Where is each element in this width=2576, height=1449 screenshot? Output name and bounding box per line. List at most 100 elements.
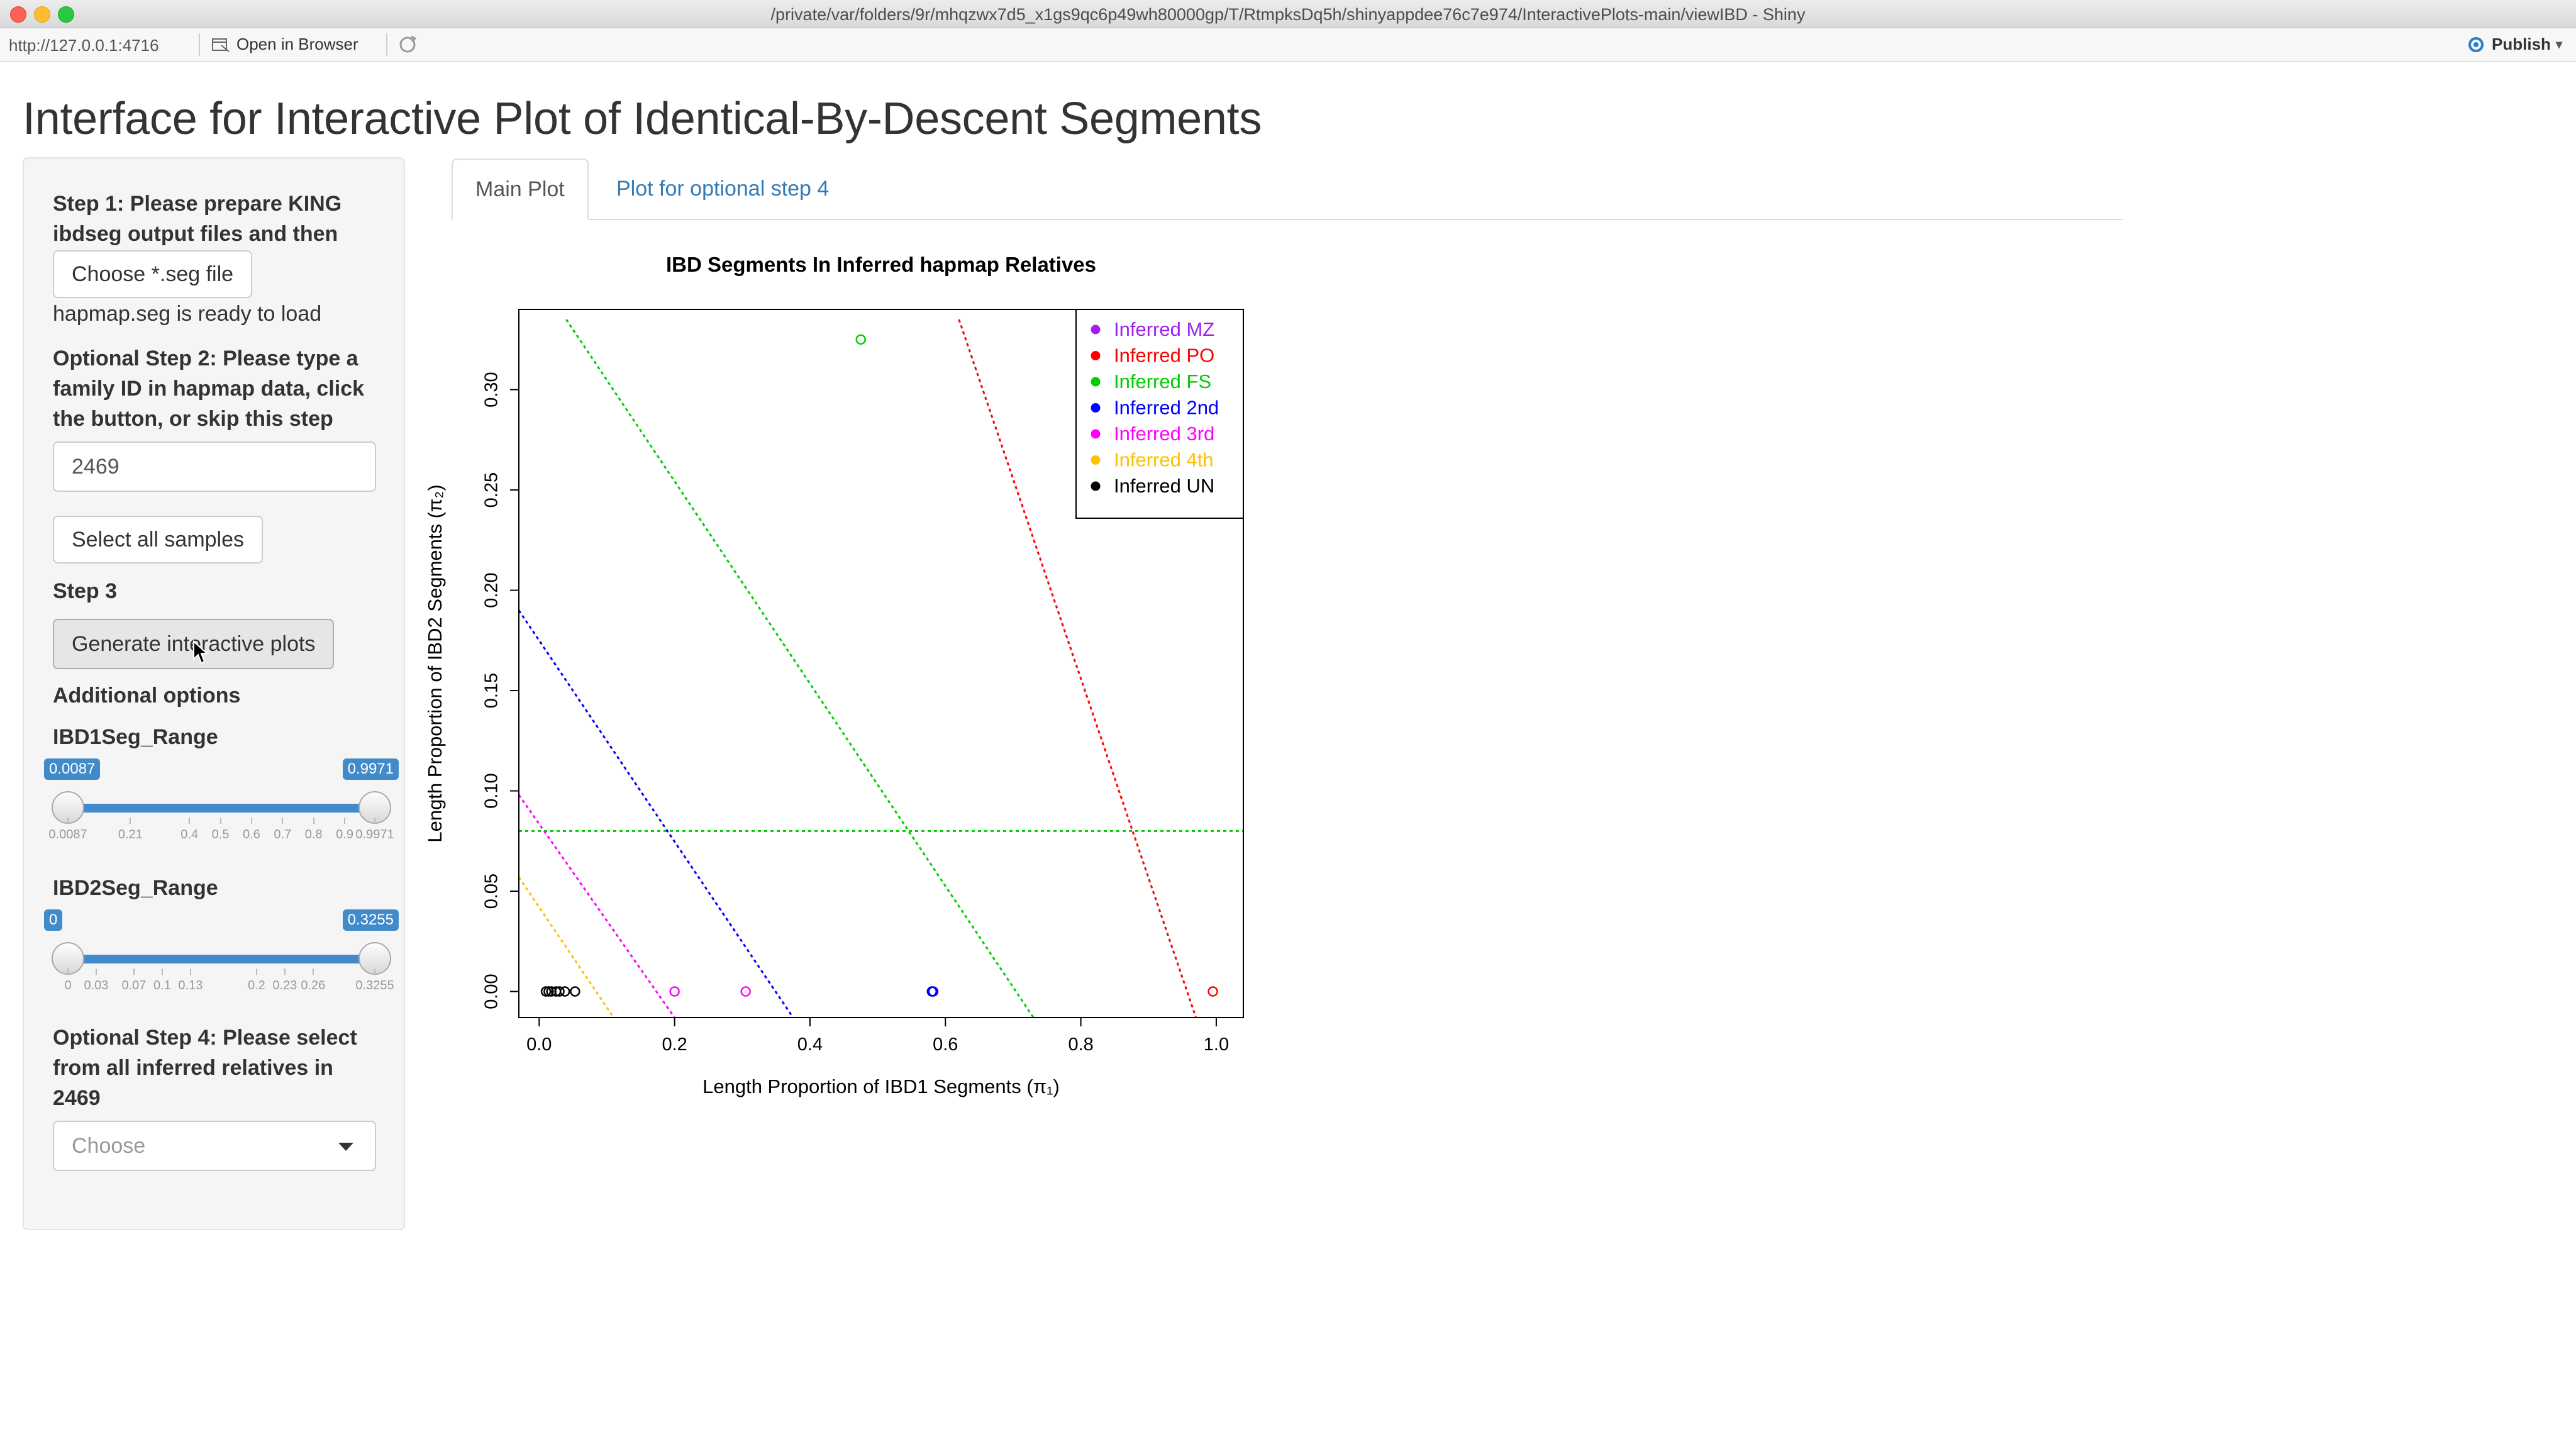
x-tick-label: 0.6 <box>933 1035 958 1055</box>
data-point <box>669 986 680 997</box>
ibd2-range-slider[interactable]: 0 0.3255 0 0.03 0.07 0.1 0.13 0.2 0.23 0.26 0.3255 <box>44 909 405 997</box>
ibd1-slider-grid-tick <box>344 818 346 824</box>
legend-entry: Inferred PO <box>1114 345 1214 367</box>
ibd1-slider-grid-label: 0.0087 <box>48 828 87 841</box>
minimize-window-button[interactable] <box>34 6 50 23</box>
data-point <box>1208 986 1218 997</box>
legend-entry: Inferred 4th <box>1114 449 1214 471</box>
ibd1-slider-to-label: 0.9971 <box>342 758 399 780</box>
ibd2-slider-grid-tick <box>133 969 135 975</box>
ibd2-slider-grid-label: 0.07 <box>121 979 147 992</box>
ibd2-slider-grid-label: 0.26 <box>301 979 326 992</box>
tab-plot-optional-step4[interactable]: Plot for optional step 4 <box>616 176 830 201</box>
y-tick-label: 0.15 <box>482 673 502 708</box>
viewer-toolbar: http://127.0.0.1:4716 Open in Browser Pu… <box>0 28 2576 62</box>
ibd2-slider-grid-label: 0.1 <box>153 979 171 992</box>
reference-line <box>565 319 1035 1018</box>
reference-line <box>519 876 614 1018</box>
ibd2-slider-to-label: 0.3255 <box>342 909 399 931</box>
ibd2-slider-grid-tick <box>189 969 191 975</box>
legend-entry: Inferred UN <box>1114 475 1214 497</box>
x-tick-label: 0.8 <box>1068 1035 1093 1055</box>
ibd1-slider-grid-tick <box>282 818 284 824</box>
legend-marker <box>1091 377 1101 387</box>
ibd2-slider-from-label: 0 <box>44 909 63 931</box>
legend-entry: Inferred MZ <box>1114 318 1214 340</box>
x-tick-label: 0.2 <box>662 1035 687 1055</box>
ibd2-slider-grid-tick <box>67 969 69 975</box>
zoom-window-button[interactable] <box>58 6 74 23</box>
ibd1-slider-grid-label: 0.9 <box>336 828 353 841</box>
toolbar-divider <box>386 33 387 56</box>
legend-entry: Inferred 2nd <box>1114 397 1219 419</box>
x-tick-label: 0.0 <box>526 1035 552 1055</box>
ibd1-slider-grid-label: 0.8 <box>304 828 323 841</box>
relatives-select[interactable]: Choose <box>53 1121 376 1171</box>
url-label[interactable]: http://127.0.0.1:4716 <box>9 36 159 55</box>
publish-label: Publish <box>2492 35 2551 53</box>
data-point <box>554 986 565 997</box>
ibd1-slider-to-handle[interactable] <box>358 791 391 824</box>
tab-main-plot[interactable]: Main Plot <box>452 158 589 220</box>
legend-marker <box>1091 481 1101 491</box>
x-tick-label: 0.4 <box>797 1035 823 1055</box>
ibd2-slider-bar <box>68 955 375 963</box>
reference-line <box>519 794 675 1018</box>
data-point <box>855 334 866 345</box>
legend-marker <box>1091 351 1101 360</box>
y-axis-label: Length Proportion of IBD2 Segments (π₂) <box>424 484 446 842</box>
plot-frame <box>518 309 1244 1018</box>
sidebar-panel: Step 1: Please prepare KING ibdseg outpu… <box>23 157 405 1230</box>
data-point <box>928 986 939 997</box>
select-all-samples-button[interactable]: Select all samples <box>53 516 264 564</box>
ibd2-slider-grid-tick <box>374 969 375 975</box>
step2-label: Optional Step 2: Please type a family ID… <box>53 347 365 431</box>
ibd2-slider-grid-tick <box>284 969 286 975</box>
ibd1-range-slider[interactable]: 0.0087 0.9971 0.0087 0.21 0.4 0.5 0.6 0.7 0.8 0.9… <box>44 758 405 847</box>
y-tick-label: 0.05 <box>482 874 502 909</box>
ibd1-slider-grid-tick <box>250 818 252 824</box>
ibd2-slider-grid-tick <box>95 969 97 975</box>
ibd1-slider-bar <box>68 804 375 813</box>
y-tick-label: 0.25 <box>482 472 502 508</box>
choose-seg-file-button[interactable]: Choose *.seg file <box>53 250 253 298</box>
legend-entry: Inferred FS <box>1114 370 1211 392</box>
ibd2-slider-grid-label: 0 <box>64 979 72 992</box>
legend-entry: Inferred 3rd <box>1114 423 1214 445</box>
close-window-button[interactable] <box>10 6 26 23</box>
refresh-button[interactable] <box>396 33 419 60</box>
family-id-value: 2469 <box>72 454 119 479</box>
step1-label: Step 1: Please prepare KING ibdseg outpu… <box>53 192 342 246</box>
ibd2-slider-grid-tick <box>255 969 257 975</box>
ibd2-slider-grid-label: 0.2 <box>247 979 265 992</box>
refresh-icon <box>399 35 417 53</box>
y-tick-label: 0.00 <box>482 974 502 1009</box>
ibd2-slider-grid-label: 0.03 <box>84 979 109 992</box>
dropdown-caret-icon <box>338 1143 353 1151</box>
publish-button[interactable]: Publish ▾ <box>2465 35 2562 54</box>
x-tick-label: 1.0 <box>1204 1035 1229 1055</box>
family-id-input[interactable]: 2469 <box>53 441 376 492</box>
ibd1-slider-grid-tick <box>219 818 221 824</box>
browser-icon <box>212 38 230 52</box>
ibd-scatter-chart: IBD Segments In Inferred hapmap Relative… <box>424 253 1244 1097</box>
data-point <box>559 986 570 997</box>
x-axis-label: Length Proportion of IBD1 Segments (π₁) <box>702 1075 1060 1097</box>
ibd1-slider-grid-tick <box>374 818 375 824</box>
ibd1-slider-grid-label: 0.9971 <box>355 828 394 841</box>
ibd2-slider-label: IBD2Seg_Range <box>53 876 218 900</box>
ibd1-slider-label: IBD1Seg_Range <box>53 725 218 749</box>
toolbar-divider <box>199 33 200 56</box>
legend-marker <box>1091 403 1101 413</box>
ibd2-slider-grid-label: 0.23 <box>272 979 297 992</box>
y-tick-label: 0.30 <box>482 372 502 407</box>
chart-title: IBD Segments In Inferred hapmap Relative… <box>666 253 1096 276</box>
open-in-browser-button[interactable]: Open in Browser <box>211 35 358 54</box>
file-status-text: hapmap.seg is ready to load <box>53 302 322 326</box>
y-tick-label: 0.20 <box>482 572 502 608</box>
relatives-select-placeholder: Choose <box>72 1133 146 1158</box>
legend-marker <box>1091 429 1101 439</box>
ibd2-slider-grid-label: 0.13 <box>178 979 203 992</box>
data-point <box>570 986 580 997</box>
ibd1-slider-grid-tick <box>313 818 314 824</box>
